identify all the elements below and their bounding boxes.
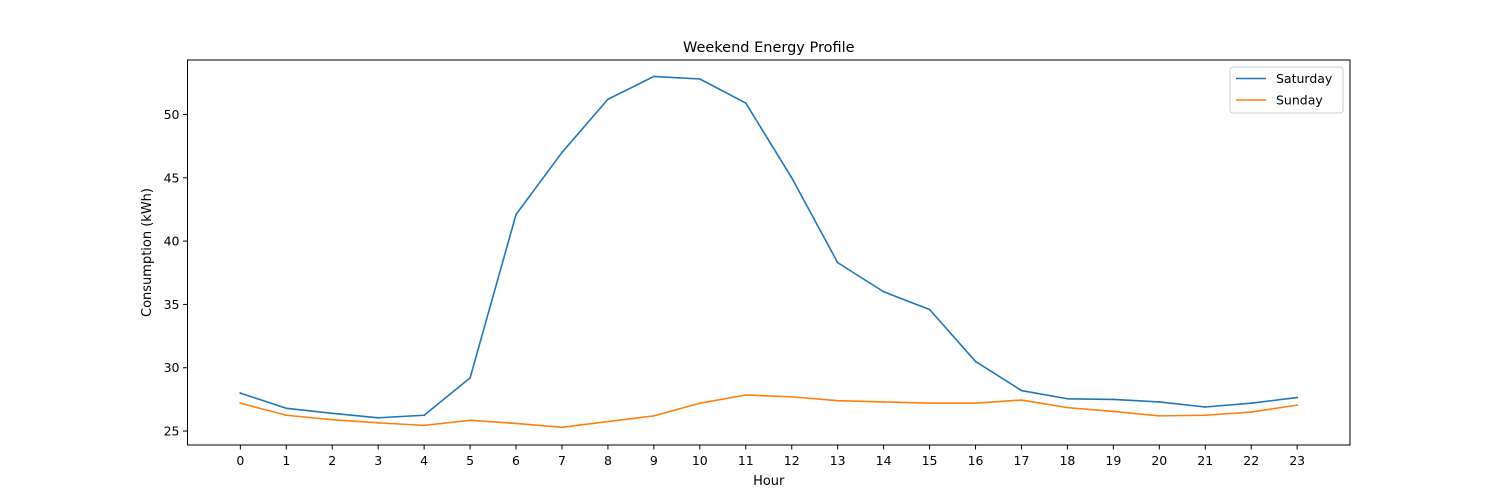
y-tick-label: 30 [164, 360, 180, 375]
legend-label-saturday: Saturday [1276, 71, 1333, 86]
data-point-sunday [882, 401, 885, 403]
x-tick-label: 10 [692, 453, 708, 468]
x-tick-label: 14 [876, 453, 892, 468]
data-point-sunday [974, 402, 977, 405]
x-tick-label: 16 [968, 453, 984, 468]
legend-label-sunday: Sunday [1276, 93, 1323, 108]
data-point-saturday [515, 213, 517, 216]
data-point-saturday [744, 102, 747, 104]
data-point-sunday [469, 419, 471, 422]
y-axis: 25 30 35 40 45 50 [164, 107, 188, 439]
data-point-saturday [1020, 389, 1023, 392]
y-tick-label: 35 [164, 297, 180, 312]
x-tick-label: 0 [236, 453, 244, 468]
data-point-sunday [561, 426, 563, 429]
data-point-sunday [1204, 414, 1207, 417]
plot-frame [187, 59, 1351, 446]
x-tick-label: 23 [1289, 453, 1305, 468]
data-point-sunday [515, 422, 517, 425]
x-tick-label: 4 [420, 453, 428, 468]
x-tick-label: 7 [558, 453, 566, 468]
legend: Saturday Sunday [1229, 66, 1344, 114]
data-point-sunday [928, 402, 931, 405]
data-point-sunday [652, 414, 655, 417]
data-point-saturday [1250, 402, 1253, 405]
data-point-saturday [882, 290, 885, 293]
data-point-sunday [698, 402, 701, 405]
data-point-sunday [377, 421, 380, 424]
x-tick-label: 2 [328, 453, 336, 468]
x-tick-label: 15 [922, 453, 938, 468]
data-point-saturday [377, 416, 380, 419]
x-tick-label: 20 [1151, 453, 1167, 468]
data-point-saturday [1204, 406, 1207, 408]
data-point-sunday [1250, 411, 1253, 413]
x-tick-label: 1 [282, 453, 290, 468]
data-point-sunday [1158, 414, 1161, 417]
data-point-sunday [423, 424, 426, 427]
x-tick-label: 5 [466, 453, 474, 468]
data-point-saturday [607, 98, 609, 101]
x-tick-label: 6 [512, 453, 520, 468]
x-tick-label: 17 [1014, 453, 1030, 468]
y-axis-label: Consumption (kWh) [140, 188, 155, 317]
data-point-sunday [607, 420, 609, 423]
data-point-sunday [744, 394, 747, 396]
data-point-saturday [790, 176, 793, 179]
x-tick-label: 22 [1243, 453, 1259, 468]
data-point-saturday [1066, 397, 1069, 400]
x-axis: 0 1 2 3 4 5 6 7 8 9 10 11 12 13 14 15 16 17 18 19 20 21 22 23 [236, 445, 1305, 468]
series-line-saturday [239, 75, 1299, 419]
x-tick-label: 3 [374, 453, 382, 468]
x-axis-label: Hour [753, 474, 785, 489]
data-point-sunday [239, 402, 242, 405]
x-tick-label: 12 [784, 453, 800, 468]
x-tick-label: 13 [830, 453, 846, 468]
x-tick-label: 8 [604, 453, 612, 468]
data-point-saturday [652, 75, 655, 78]
data-point-saturday [1112, 398, 1115, 401]
x-tick-label: 11 [738, 453, 754, 468]
y-tick-label: 45 [164, 170, 180, 185]
data-point-saturday [836, 261, 839, 264]
data-point-saturday [469, 376, 471, 379]
y-tick-label: 40 [164, 234, 180, 249]
data-point-saturday [331, 412, 334, 415]
data-point-sunday [1296, 404, 1299, 407]
data-point-sunday [1066, 406, 1069, 409]
plot-area [239, 75, 1299, 429]
data-point-saturday [928, 308, 931, 311]
x-tick-label: 18 [1059, 453, 1075, 468]
data-point-sunday [836, 399, 839, 402]
data-point-saturday [1158, 401, 1161, 403]
data-point-sunday [285, 414, 288, 417]
data-point-saturday [698, 78, 701, 80]
chart-title: Weekend Energy Profile [683, 40, 855, 56]
x-tick-label: 19 [1105, 453, 1121, 468]
data-point-saturday [423, 414, 426, 417]
data-point-saturday [1296, 396, 1299, 399]
data-point-saturday [974, 360, 977, 363]
x-tick-label: 21 [1197, 453, 1213, 468]
data-point-sunday [790, 395, 793, 398]
data-point-sunday [331, 418, 334, 421]
data-point-saturday [561, 151, 563, 154]
x-tick-label: 9 [650, 453, 658, 468]
y-tick-label: 50 [164, 107, 180, 122]
data-point-saturday [239, 392, 242, 394]
y-tick-label: 25 [164, 424, 180, 439]
data-point-sunday [1112, 410, 1115, 413]
series-line-sunday [239, 394, 1299, 429]
data-point-saturday [285, 407, 288, 410]
data-point-sunday [1020, 399, 1023, 401]
